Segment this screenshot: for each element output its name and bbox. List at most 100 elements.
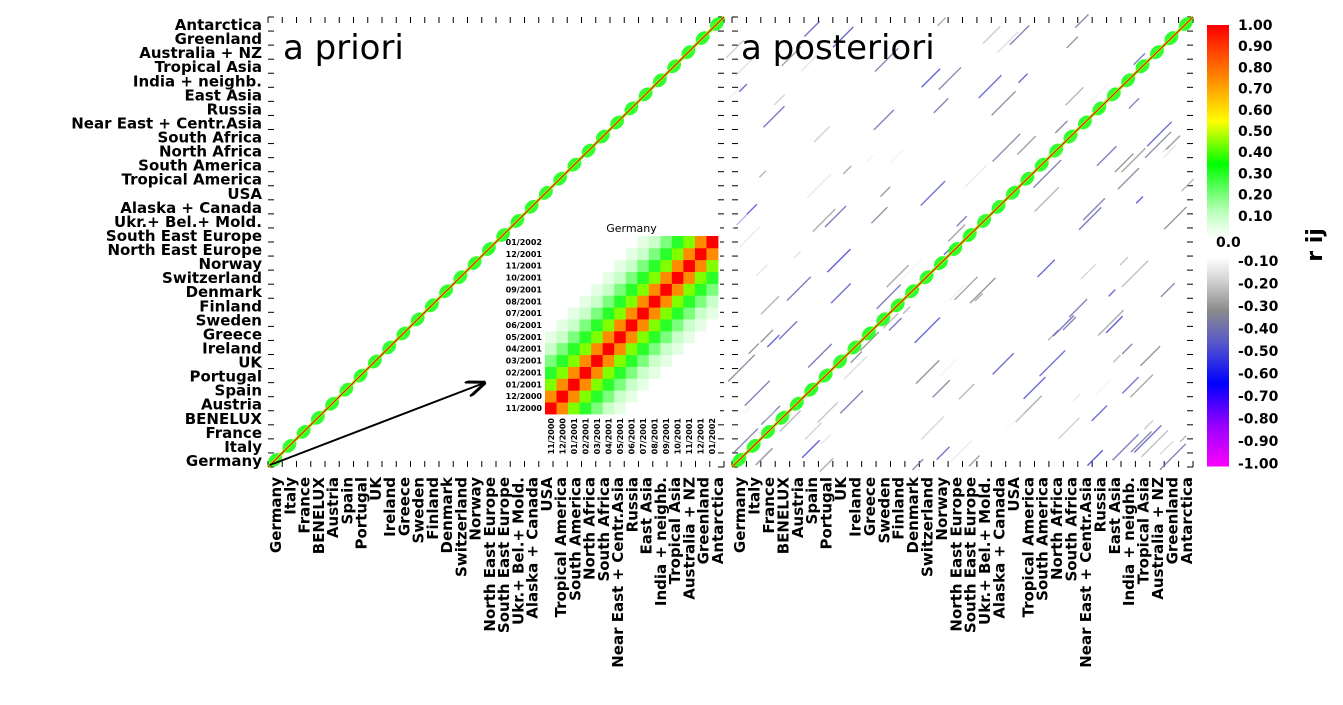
colorbar-tick-label: 0.50 bbox=[1238, 124, 1273, 140]
inset-cell bbox=[671, 319, 684, 332]
inset-cell bbox=[614, 283, 627, 296]
colorbar-pos-segment bbox=[1207, 32, 1229, 37]
a-posteriori-streak bbox=[1082, 197, 1106, 221]
colorbar-pos-segment bbox=[1207, 59, 1229, 63]
inset-cell bbox=[614, 319, 627, 332]
inset-cell bbox=[591, 330, 604, 344]
inset-cell bbox=[706, 307, 719, 320]
a-posteriori-streak bbox=[774, 233, 803, 261]
inset-cell bbox=[545, 283, 557, 296]
colorbar-neg-segment bbox=[1207, 431, 1229, 435]
inset-cell bbox=[637, 366, 650, 379]
colorbar-pos-segment bbox=[1207, 30, 1229, 34]
inset-cell bbox=[614, 366, 627, 379]
inset-cell bbox=[694, 354, 707, 367]
colorbar-pos-segment bbox=[1207, 154, 1229, 158]
colorbar-neg-segment bbox=[1207, 395, 1229, 399]
colorbar-pos-segment bbox=[1207, 91, 1229, 95]
x-tick-label: Tropical America bbox=[1019, 477, 1037, 618]
inset-y-label: 11/2001 bbox=[506, 262, 543, 271]
colorbar-neg-segment bbox=[1207, 413, 1229, 417]
colorbar-neg-segment bbox=[1207, 403, 1229, 407]
a-posteriori-streak bbox=[1160, 282, 1176, 298]
inset-cell bbox=[694, 390, 707, 403]
inset-cell bbox=[568, 283, 580, 296]
inset-cell bbox=[648, 354, 661, 367]
colorbar-pos-segment bbox=[1207, 72, 1229, 76]
a-posteriori-streak bbox=[1105, 315, 1124, 334]
a-posteriori-streak bbox=[1091, 405, 1108, 422]
colorbar-neg-segment bbox=[1207, 410, 1229, 414]
a-posteriori-streak bbox=[734, 54, 757, 77]
x-tick-label: Russia bbox=[1091, 477, 1109, 532]
inset-x-label: 10/2001 bbox=[674, 418, 683, 455]
colorbar-pos-segment bbox=[1207, 210, 1229, 214]
x-tick-label: Austria bbox=[324, 477, 342, 538]
inset-cell bbox=[556, 390, 569, 403]
a-posteriori-streak bbox=[812, 208, 836, 233]
colorbar-tick-label: -0.40 bbox=[1238, 322, 1279, 338]
inset-cell bbox=[625, 390, 638, 403]
a-posteriori-streak bbox=[1159, 443, 1187, 471]
inset-x-label: 09/2001 bbox=[662, 418, 671, 455]
colorbar-pos-segment bbox=[1207, 117, 1229, 121]
x-tick-label: South East Europe bbox=[962, 477, 980, 633]
inset-cell bbox=[625, 283, 638, 296]
a-posteriori-streak bbox=[1023, 376, 1046, 400]
a-posteriori-streak bbox=[873, 109, 895, 131]
colorbar-neg-segment bbox=[1207, 437, 1229, 441]
a-posteriori-streak bbox=[1038, 349, 1066, 377]
x-tick-label: Antarctica bbox=[1178, 477, 1196, 564]
y-tick-label: Italy bbox=[224, 438, 262, 456]
inset-cell bbox=[637, 390, 650, 403]
a-posteriori-streak bbox=[1086, 449, 1104, 467]
x-tick-label: Austria bbox=[789, 477, 807, 538]
inset-y-label: 07/2001 bbox=[506, 309, 543, 318]
inset-cell bbox=[637, 247, 650, 261]
inset-x-label: 11/2001 bbox=[685, 418, 694, 455]
colorbar-pos-segment bbox=[1207, 152, 1229, 156]
inset-cell bbox=[602, 236, 615, 249]
inset-cell bbox=[706, 247, 719, 261]
a-posteriori-streak bbox=[1009, 24, 1030, 46]
colorbar-neg-segment bbox=[1207, 460, 1229, 464]
a-posteriori-streak bbox=[1043, 179, 1063, 199]
a-posteriori-streak bbox=[915, 359, 940, 385]
a-posteriori-streak bbox=[1004, 411, 1025, 432]
y-tick-label: Ireland bbox=[202, 339, 262, 357]
inset-cell bbox=[648, 319, 661, 332]
inset-cell bbox=[556, 378, 569, 391]
inset-cell bbox=[591, 259, 604, 272]
colorbar-tick-label: -0.60 bbox=[1238, 367, 1279, 383]
x-tick-label: Switzerland bbox=[452, 477, 470, 577]
inset-cell bbox=[556, 354, 569, 367]
germany-inset: Germany11/200011/200012/200012/200001/20… bbox=[269, 222, 720, 466]
y-tick-label: Spain bbox=[215, 382, 262, 400]
inset-cell bbox=[579, 259, 592, 272]
colorbar-pos-segment bbox=[1207, 149, 1229, 153]
a-posteriori-streak bbox=[1072, 393, 1082, 402]
inset-x-label: 02/2001 bbox=[581, 418, 590, 455]
colorbar-neg-segment bbox=[1207, 269, 1229, 273]
a-posteriori-streak bbox=[921, 68, 941, 88]
inset-cell bbox=[648, 271, 661, 284]
colorbar-pos-segment bbox=[1207, 234, 1229, 238]
a-posteriori-streak bbox=[1032, 159, 1062, 189]
inset-cell bbox=[602, 259, 615, 272]
colorbar-neg-segment bbox=[1207, 292, 1229, 296]
y-tick-label: Tropical America bbox=[121, 171, 262, 189]
a-posteriori-streak bbox=[1015, 395, 1043, 423]
x-tick-label: Finland bbox=[424, 477, 442, 540]
a-posteriori-streak bbox=[1062, 316, 1077, 331]
inset-cell bbox=[637, 259, 650, 272]
a-posteriori-panel: a posterioriGermanyItalyFranceBENELUXAus… bbox=[725, 13, 1196, 668]
inset-cell bbox=[660, 259, 673, 272]
inset-cell bbox=[694, 307, 707, 320]
x-tick-label: East Asia bbox=[1106, 477, 1124, 555]
inset-cell bbox=[556, 402, 569, 415]
a-posteriori-streak bbox=[830, 282, 852, 304]
inset-cell bbox=[625, 342, 638, 356]
a-posteriori-streak bbox=[911, 458, 924, 471]
inset-cell bbox=[683, 330, 696, 344]
